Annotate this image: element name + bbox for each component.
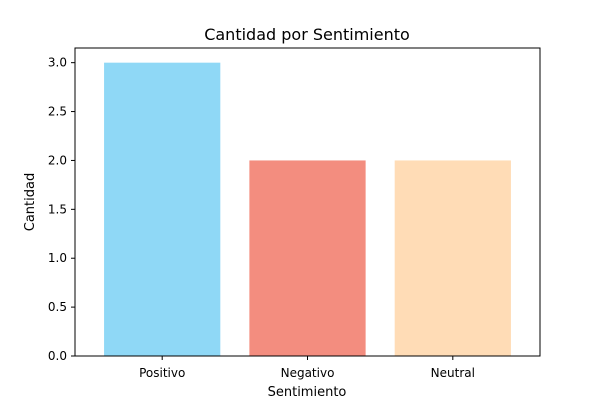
y-tick-label: 2.0	[48, 153, 67, 167]
x-axis-ticks: Positivo Negativo Neutral	[139, 356, 475, 380]
y-axis-ticks: 0.0 0.5 1.0 1.5 2.0 2.5 3.0	[48, 56, 75, 363]
y-tick-label: 1.0	[48, 251, 67, 265]
x-axis-label: Sentimiento	[268, 385, 347, 400]
y-tick-label: 0.0	[48, 349, 67, 363]
bars	[104, 62, 511, 357]
bar-neutral	[394, 160, 511, 356]
bar-negativo	[249, 160, 366, 356]
bar-positivo	[104, 62, 221, 357]
chart-title: Cantidad por Sentimiento	[204, 25, 410, 44]
x-tick-label: Negativo	[281, 366, 335, 380]
x-tick-label: Positivo	[139, 366, 185, 380]
y-tick-label: 1.5	[48, 202, 67, 216]
y-axis-label: Cantidad	[23, 173, 38, 231]
y-tick-label: 2.5	[48, 105, 67, 119]
plot-frame	[74, 47, 541, 357]
y-tick-label: 0.5	[48, 300, 67, 314]
y-tick-label: 3.0	[48, 56, 67, 70]
x-tick-label: Neutral	[431, 366, 475, 380]
